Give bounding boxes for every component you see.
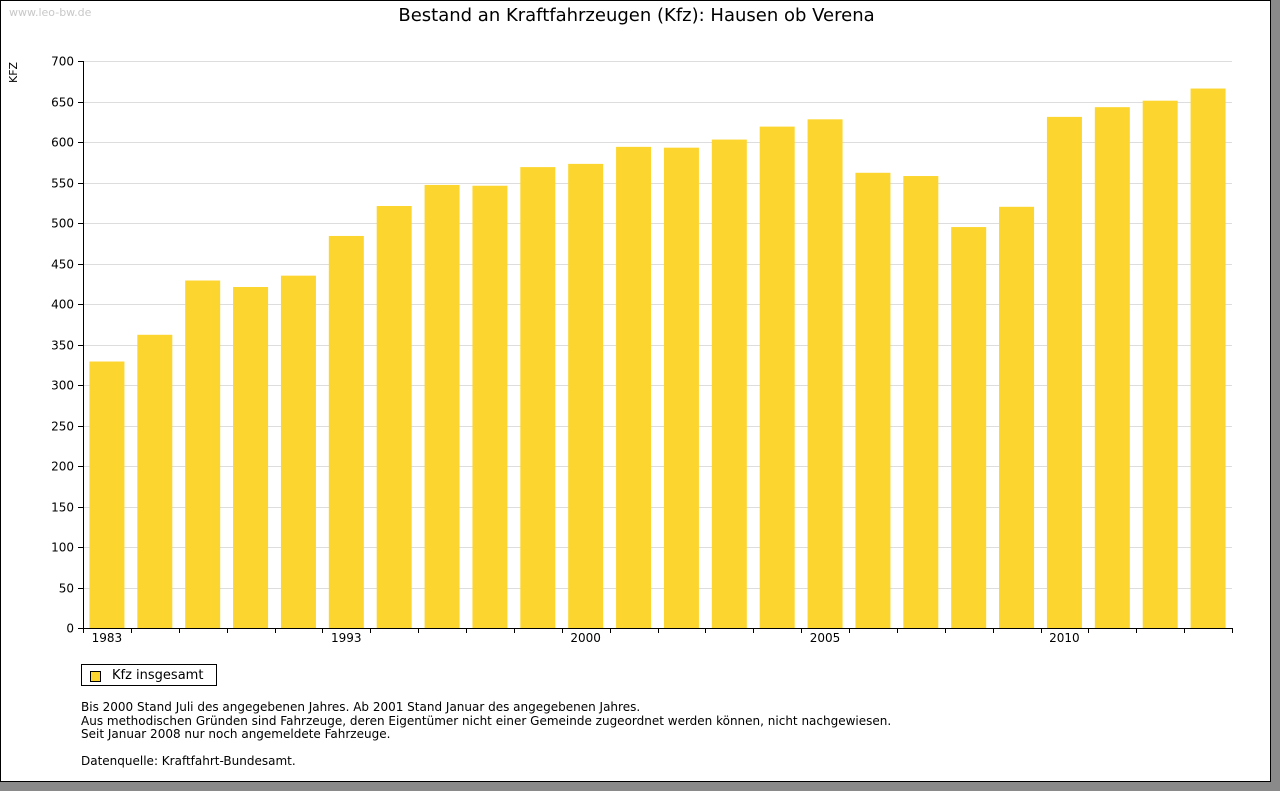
- watermark: www.leo-bw.de: [9, 6, 92, 19]
- bar: [711, 139, 747, 628]
- y-tick-label: 600: [51, 136, 74, 150]
- bar: [568, 163, 604, 628]
- bar: [999, 206, 1035, 629]
- legend-label: Kfz insgesamt: [112, 668, 204, 683]
- bar: [807, 119, 843, 628]
- bar: [1190, 88, 1226, 629]
- y-tick-label: 450: [51, 258, 74, 272]
- bar: [1046, 116, 1082, 628]
- bar: [1094, 107, 1130, 629]
- x-tick-label: 2010: [1049, 631, 1080, 645]
- bar: [616, 146, 652, 629]
- bar-chart: 0 50 100 150 200 250 300 350 400 450 500 550 600 650 7…: [51, 55, 1233, 645]
- bar: [328, 235, 364, 628]
- y-tick-label: 0: [66, 622, 74, 636]
- y-tick-label: 650: [51, 96, 74, 110]
- bar: [424, 184, 460, 628]
- x-tick-label: 2000: [570, 631, 601, 645]
- bar: [759, 126, 795, 629]
- data-source: Datenquelle: Kraftfahrt-Bundesamt.: [81, 754, 296, 768]
- bar: [472, 185, 508, 629]
- y-tick-label: 400: [51, 298, 74, 312]
- y-tick-label: 50: [59, 582, 74, 596]
- y-tick-label: 200: [51, 460, 74, 474]
- y-tick-label: 500: [51, 217, 74, 231]
- bar: [1142, 100, 1178, 628]
- bar: [903, 176, 939, 628]
- legend-swatch: [90, 671, 101, 682]
- y-tick-label: 550: [51, 177, 74, 191]
- footnote-line: Aus methodischen Gründen sind Fahrzeuge,…: [81, 713, 892, 728]
- chart-title: Bestand an Kraftfahrzeugen (Kfz): Hausen…: [398, 5, 875, 26]
- bar: [663, 147, 699, 629]
- y-tick-label: 300: [51, 379, 74, 393]
- footnotes: Bis 2000 Stand Juli des angegebenen Jahr…: [81, 700, 892, 742]
- bar: [233, 286, 269, 628]
- bar: [137, 334, 173, 628]
- y-tick-label: 250: [51, 420, 74, 434]
- bar: [520, 167, 556, 629]
- footnote-line: Bis 2000 Stand Juli des angegebenen Jahr…: [81, 700, 641, 714]
- x-tick-label: 1993: [331, 631, 362, 645]
- bar: [376, 205, 412, 629]
- x-tick-label: 2005: [810, 631, 841, 645]
- bar: [280, 275, 316, 628]
- footnote-line: Seit Januar 2008 nur noch angemeldete Fa…: [81, 727, 391, 741]
- y-tick-label: 100: [51, 541, 74, 555]
- bar: [855, 172, 891, 628]
- legend: Kfz insgesamt: [81, 664, 217, 686]
- x-tick-label: 1983: [92, 631, 123, 645]
- y-tick-label: 700: [51, 55, 74, 69]
- bar: [89, 361, 125, 628]
- bar: [185, 280, 221, 628]
- y-tick-label: 150: [51, 501, 74, 515]
- y-tick-label: 350: [51, 339, 74, 353]
- bar: [951, 227, 987, 629]
